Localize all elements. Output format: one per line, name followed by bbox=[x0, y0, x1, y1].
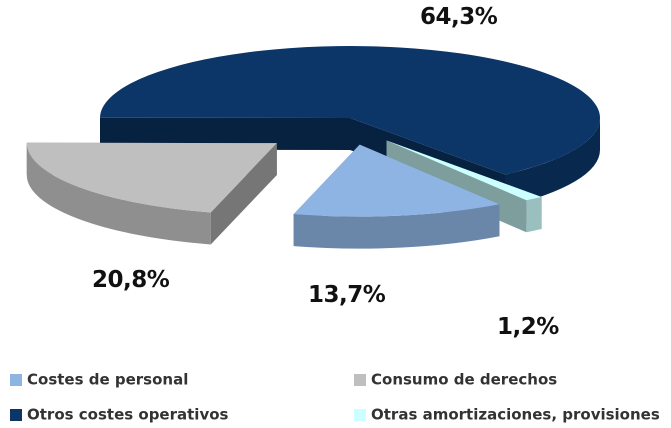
legend-swatch bbox=[354, 374, 366, 386]
slice bbox=[293, 144, 500, 217]
legend-label: Otros costes operativos bbox=[27, 406, 229, 424]
data-label: 20,8% bbox=[92, 267, 170, 293]
slice-side bbox=[526, 197, 542, 233]
data-label: 64,3% bbox=[420, 4, 498, 30]
legend-label: Otras amortizaciones, provisiones bbox=[371, 406, 660, 424]
legend-swatch bbox=[10, 409, 22, 421]
slice-side bbox=[505, 118, 600, 207]
slice-side bbox=[293, 204, 500, 249]
slice bbox=[26, 142, 277, 213]
data-label: 1,2% bbox=[497, 314, 559, 340]
legend-swatch bbox=[354, 409, 366, 421]
slice-cut-face bbox=[100, 117, 350, 150]
data-label: 13,7% bbox=[308, 282, 386, 308]
slice bbox=[100, 46, 600, 175]
slice-side bbox=[26, 143, 211, 245]
legend-swatch bbox=[10, 374, 22, 386]
legend-label: Costes de personal bbox=[27, 371, 188, 389]
legend-label: Consumo de derechos bbox=[371, 371, 557, 389]
slice bbox=[386, 140, 542, 201]
